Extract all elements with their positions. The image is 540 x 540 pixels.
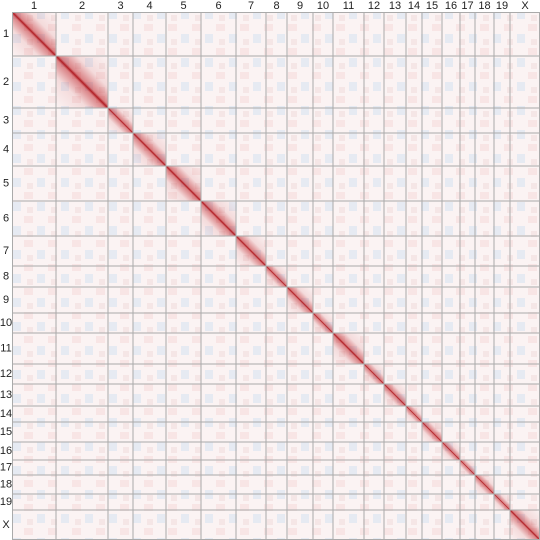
diagonal-block	[422, 422, 442, 442]
y-tick-label: 17	[0, 461, 12, 473]
x-tick-label: 14	[408, 0, 420, 12]
diagonal-block	[460, 460, 475, 475]
diagonal-block	[475, 475, 494, 494]
x-tick-label: 12	[368, 0, 380, 12]
y-tick-label: X	[2, 519, 10, 531]
y-tick-label: 16	[0, 445, 12, 457]
y-tick-label: 7	[3, 245, 9, 257]
x-tick-label: 19	[496, 0, 508, 12]
diagonal-block	[442, 442, 460, 460]
x-tick-label: 17	[461, 0, 473, 12]
diagonal-block	[494, 494, 510, 510]
y-tick-label: 12	[0, 368, 12, 380]
y-tick-label: 5	[3, 177, 9, 189]
diagonal-block	[12, 12, 56, 56]
x-tick-label: 16	[445, 0, 457, 12]
y-tick-label: 18	[0, 478, 12, 490]
y-tick-label: 11	[0, 342, 11, 354]
diagonal-block	[510, 510, 540, 540]
x-tick-label: 2	[79, 0, 85, 12]
y-tick-label: 14	[0, 408, 12, 420]
diagonal-block	[333, 333, 364, 364]
y-tick-label: 15	[0, 426, 12, 438]
diagonal-block	[56, 56, 108, 108]
y-tick-label: 6	[3, 212, 9, 224]
x-tick-label: 15	[426, 0, 438, 12]
y-tick-label: 9	[3, 294, 9, 306]
x-tick-label: 3	[117, 0, 123, 12]
diagonal-block	[364, 364, 384, 384]
y-tick-label: 13	[0, 389, 12, 401]
x-tick-label: 11	[343, 0, 354, 12]
diagonal-block	[406, 406, 422, 422]
diagonal-block	[133, 133, 166, 166]
x-tick-label: 7	[248, 0, 254, 12]
x-tick-label: 6	[215, 0, 221, 12]
x-tick-label: 13	[389, 0, 401, 12]
x-tick-label: 8	[273, 0, 279, 12]
x-tick-label: 5	[180, 0, 186, 12]
diagonal-block	[287, 287, 313, 313]
x-tick-label: 1	[31, 0, 37, 12]
x-tick-label: 9	[297, 0, 303, 12]
diagonal-block	[166, 166, 201, 201]
y-tick-label: 8	[3, 270, 9, 282]
y-tick-label: 3	[3, 114, 9, 126]
y-tick-label: 19	[0, 496, 12, 508]
diagonal-block	[236, 236, 266, 266]
x-tick-label: 18	[478, 0, 490, 12]
diagonal-block	[384, 384, 406, 406]
y-tick-label: 1	[3, 28, 9, 40]
y-tick-label: 2	[3, 76, 9, 88]
x-tick-label: X	[521, 0, 529, 12]
diagonal-block	[313, 313, 333, 333]
diagonal-block	[108, 108, 133, 133]
x-tick-label: 4	[146, 0, 152, 12]
y-tick-label: 10	[0, 317, 12, 329]
y-tick-label: 4	[3, 143, 9, 155]
diagonal-block	[201, 201, 236, 236]
x-tick-label: 10	[317, 0, 329, 12]
diagonal-block	[266, 266, 287, 287]
